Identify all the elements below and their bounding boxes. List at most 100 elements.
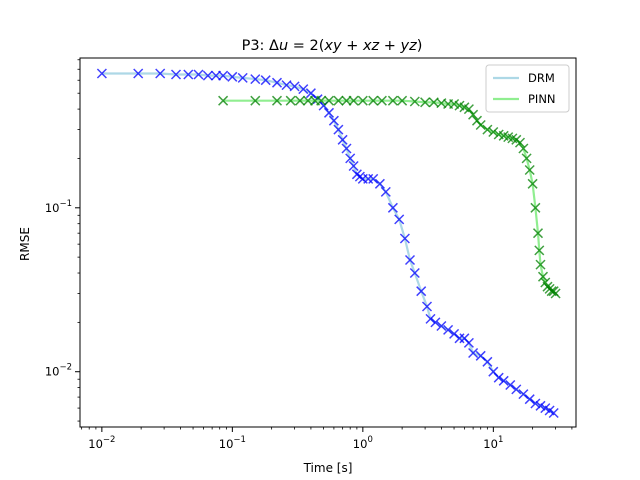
data-point-pinn [530, 202, 541, 213]
x-tick-label: 10−2 [88, 435, 115, 451]
legend-label-pinn: PINN [528, 92, 556, 106]
data-point-pinn [527, 178, 538, 189]
data-point-drm [436, 320, 447, 332]
data-point-drm [493, 372, 504, 383]
series-markers-pinn [218, 95, 561, 299]
data-point-drm [421, 301, 433, 312]
data-point-drm [210, 70, 222, 81]
data-point-drm [404, 254, 416, 266]
data-point-drm [498, 375, 509, 386]
data-point-drm [430, 317, 441, 328]
data-point-drm [348, 160, 359, 172]
data-point-drm [368, 173, 379, 184]
data-point-pinn [323, 95, 335, 106]
data-point-drm [337, 134, 348, 145]
legend-box [485, 64, 570, 113]
data-point-drm [96, 68, 107, 79]
data-point-drm [218, 70, 229, 81]
data-point-drm [227, 71, 238, 82]
data-point-drm [518, 389, 529, 400]
data-point-pinn [376, 95, 387, 106]
data-point-pinn [524, 164, 535, 176]
y-axis-label: RMSE [18, 227, 32, 261]
axes: 10−2 10−1 100 101 10−2 10−1 [45, 57, 577, 451]
data-point-pinn [397, 95, 408, 106]
data-point-pinn [357, 95, 368, 106]
data-point-drm [425, 313, 436, 324]
data-point-pinn [316, 95, 327, 106]
data-point-drm [505, 379, 516, 391]
data-point-pinn [482, 124, 493, 135]
data-point-pinn [463, 104, 474, 115]
y-tick-label: 10−2 [45, 363, 72, 379]
data-point-drm [535, 400, 546, 411]
data-point-drm [468, 347, 479, 359]
data-point-drm [530, 398, 541, 409]
data-point-drm [341, 143, 352, 154]
data-point-drm [380, 186, 391, 197]
data-point-drm [548, 407, 559, 419]
data-point-pinn [341, 95, 352, 106]
data-point-pinn [537, 271, 549, 282]
data-point-drm [323, 107, 335, 118]
data-point-drm [511, 384, 522, 395]
data-point-drm [298, 84, 309, 95]
data-point-drm [237, 72, 248, 83]
legend-label-drm: DRM [528, 71, 555, 85]
x-axis-label: Time [s] [303, 461, 353, 475]
data-point-pinn [250, 95, 261, 106]
data-point-pinn [534, 245, 545, 256]
data-point-pinn [409, 96, 420, 107]
axes-frame [79, 57, 577, 428]
series-markers-drm [96, 68, 559, 419]
data-point-drm [328, 115, 339, 126]
data-point-pinn [518, 143, 529, 154]
data-point-drm [454, 333, 465, 344]
data-point-drm [250, 74, 261, 85]
data-point-drm [281, 80, 292, 91]
data-point-drm [443, 324, 454, 335]
data-point-drm [524, 394, 535, 405]
legend: DRM PINN [485, 64, 570, 113]
data-point-drm [170, 69, 182, 80]
data-point-drm [394, 214, 405, 225]
data-point-drm [345, 153, 356, 164]
plot-area [96, 68, 561, 419]
data-point-pinn [387, 95, 398, 106]
data-point-drm [482, 356, 493, 367]
x-tick-label: 10−1 [219, 435, 246, 451]
data-point-drm [155, 68, 166, 79]
data-point-drm [289, 81, 300, 92]
data-point-pinn [420, 97, 431, 108]
data-point-drm [399, 233, 410, 244]
data-point-pinn [271, 95, 283, 106]
data-point-pinn [368, 95, 379, 106]
data-point-drm [193, 69, 204, 80]
data-point-drm [202, 70, 213, 81]
chart-title: P3: Δu = 2(xy + xz + yz) [242, 38, 423, 54]
data-point-pinn [348, 95, 359, 106]
data-point-drm [416, 286, 427, 297]
data-point-pinn [535, 259, 546, 270]
data-point-drm [260, 75, 271, 86]
y-tick-label: 10−1 [45, 199, 72, 215]
data-point-pinn [218, 95, 229, 106]
data-point-pinn [285, 95, 296, 106]
data-point-drm [183, 69, 194, 80]
data-point-pinn [333, 95, 344, 106]
data-point-drm [463, 337, 474, 348]
data-point-pinn [468, 109, 479, 120]
data-point-drm [133, 68, 144, 79]
data-point-drm [333, 124, 344, 135]
data-point-pinn [550, 288, 561, 299]
data-point-pinn [488, 126, 499, 138]
x-tick-label: 100 [353, 435, 373, 451]
data-point-pinn [521, 153, 532, 164]
data-point-drm [374, 178, 385, 189]
data-point-drm [409, 267, 420, 279]
x-tick-label: 101 [483, 435, 503, 451]
data-point-drm [387, 202, 398, 213]
data-point-pinn [532, 228, 544, 239]
data-point-drm [271, 77, 283, 88]
